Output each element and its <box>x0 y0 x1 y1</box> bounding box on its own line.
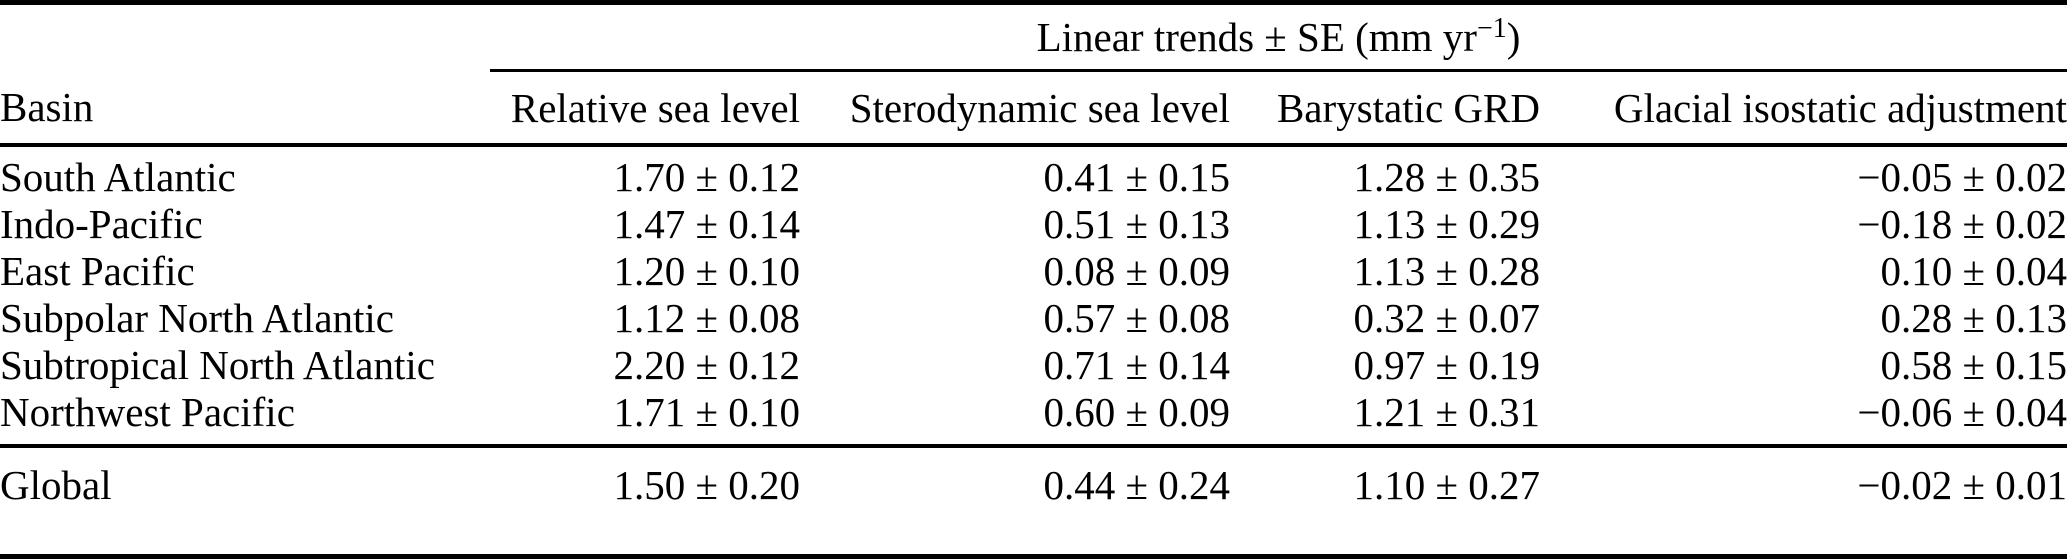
glacial-isostatic-adjustment-cell: −0.02 ± 0.01 <box>1540 446 2067 559</box>
sterodynamic-sea-level-cell: 0.44 ± 0.24 <box>800 446 1230 559</box>
span-header: Linear trends ± SE (mm yr−1) <box>490 0 2067 72</box>
table-head: Linear trends ± SE (mm yr−1) Basin Relat… <box>0 0 2067 147</box>
sterodynamic-sea-level-cell: 0.60 ± 0.09 <box>800 389 1230 448</box>
table-row-global: Global 1.50 ± 0.20 0.44 ± 0.24 1.10 ± 0.… <box>0 446 2067 559</box>
col-header-sterodynamic-sea-level: Sterodynamic sea level <box>800 70 1230 147</box>
barystatic-grd-cell: 1.13 ± 0.28 <box>1353 248 1540 294</box>
relative-sea-level-cell: 2.20 ± 0.12 <box>613 342 800 388</box>
relative-sea-level-cell: 1.71 ± 0.10 <box>490 389 800 448</box>
span-header-close-paren: ) <box>1506 14 1521 60</box>
col-header-basin: Basin <box>0 70 490 147</box>
table-row-east-pacific: East Pacific 1.20 ± 0.10 0.08 ± 0.09 1.1… <box>0 248 2067 295</box>
relative-sea-level-cell: 1.12 ± 0.08 <box>613 295 800 341</box>
table-body: South Atlantic 1.70 ± 0.12 0.41 ± 0.15 1… <box>0 145 2067 448</box>
barystatic-grd-cell: 1.13 ± 0.29 <box>1353 201 1540 247</box>
relative-sea-level-cell: 1.70 ± 0.12 <box>613 154 800 200</box>
barystatic-grd-cell: 0.32 ± 0.07 <box>1353 295 1540 341</box>
barystatic-grd-cell: 1.28 ± 0.35 <box>1353 154 1540 200</box>
relative-sea-level-cell: 1.20 ± 0.10 <box>613 248 800 294</box>
basin-cell: Global <box>0 446 490 559</box>
relative-sea-level-cell: 1.47 ± 0.14 <box>613 201 800 247</box>
table-row-south-atlantic: South Atlantic 1.70 ± 0.12 0.41 ± 0.15 1… <box>0 145 2067 201</box>
table-row-subtropical-north-atlantic: Subtropical North Atlantic 2.20 ± 0.12 0… <box>0 342 2067 389</box>
glacial-isostatic-adjustment-cell: −0.05 ± 0.02 <box>1857 154 2067 200</box>
col-header-relative-sea-level: Relative sea level <box>490 70 800 147</box>
table-row-indo-pacific: Indo-Pacific 1.47 ± 0.14 0.51 ± 0.13 1.1… <box>0 201 2067 248</box>
barystatic-grd-cell: 1.10 ± 0.27 <box>1230 446 1540 559</box>
basin-cell: South Atlantic <box>0 154 236 200</box>
col-header-glacial-isostatic-adjustment: Glacial isostatic adjustment <box>1540 70 2067 147</box>
glacial-isostatic-adjustment-cell: 0.28 ± 0.13 <box>1880 295 2067 341</box>
sterodynamic-sea-level-cell: 0.08 ± 0.09 <box>1043 248 1230 294</box>
column-header-row: Basin Relative sea level Sterodynamic se… <box>0 70 2067 147</box>
sterodynamic-sea-level-cell: 0.41 ± 0.15 <box>1043 154 1230 200</box>
basin-cell: Subtropical North Atlantic <box>0 342 435 388</box>
span-header-row: Linear trends ± SE (mm yr−1) <box>0 0 2067 72</box>
basin-cell: Indo-Pacific <box>0 201 203 247</box>
col-header-barystatic-grd: Barystatic GRD <box>1230 70 1540 147</box>
barystatic-grd-cell: 1.21 ± 0.31 <box>1230 389 1540 448</box>
table-row-northwest-pacific: Northwest Pacific 1.71 ± 0.10 0.60 ± 0.0… <box>0 389 2067 448</box>
glacial-isostatic-adjustment-cell: −0.06 ± 0.04 <box>1540 389 2067 448</box>
sterodynamic-sea-level-cell: 0.51 ± 0.13 <box>1043 201 1230 247</box>
sterodynamic-sea-level-cell: 0.71 ± 0.14 <box>1043 342 1230 388</box>
sterodynamic-sea-level-cell: 0.57 ± 0.08 <box>1043 295 1230 341</box>
barystatic-grd-cell: 0.97 ± 0.19 <box>1353 342 1540 388</box>
basin-cell: East Pacific <box>0 248 195 294</box>
span-header-superscript: −1 <box>1476 13 1507 44</box>
glacial-isostatic-adjustment-cell: −0.18 ± 0.02 <box>1857 201 2067 247</box>
glacial-isostatic-adjustment-cell: 0.10 ± 0.04 <box>1880 248 2067 294</box>
span-header-spacer <box>0 0 490 71</box>
basin-cell: Northwest Pacific <box>0 389 490 448</box>
relative-sea-level-cell: 1.50 ± 0.20 <box>490 446 800 559</box>
table-row-subpolar-north-atlantic: Subpolar North Atlantic 1.12 ± 0.08 0.57… <box>0 295 2067 342</box>
glacial-isostatic-adjustment-cell: 0.58 ± 0.15 <box>1880 342 2067 388</box>
table-summary: Global 1.50 ± 0.20 0.44 ± 0.24 1.10 ± 0.… <box>0 446 2067 559</box>
basin-cell: Subpolar North Atlantic <box>0 295 395 341</box>
span-header-text: Linear trends ± SE (mm yr <box>1036 14 1477 60</box>
